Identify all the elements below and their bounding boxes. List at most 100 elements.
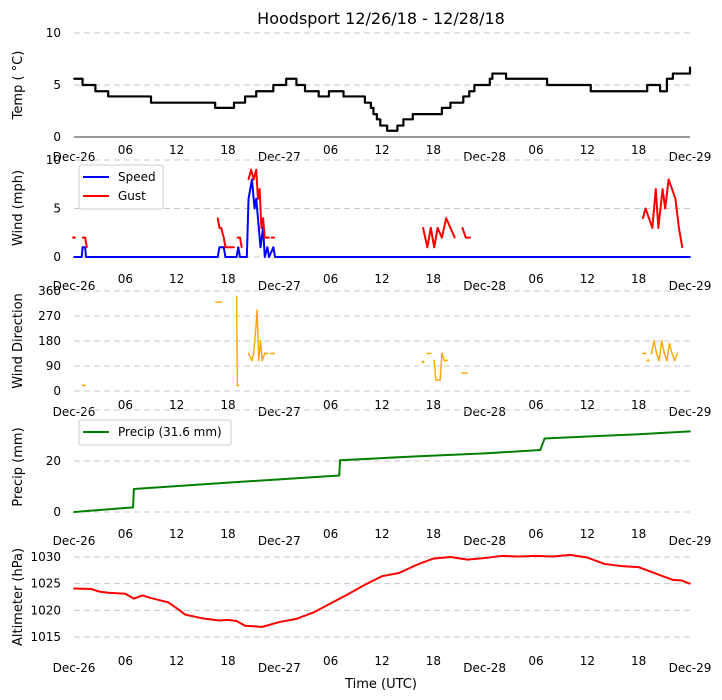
data-point: [244, 624, 247, 627]
data-point: [270, 236, 273, 239]
data-point: [464, 236, 467, 239]
data-point: [274, 256, 276, 258]
data-point: [689, 430, 691, 433]
data-point: [500, 555, 503, 557]
series-temp: [73, 66, 692, 132]
data-point: [263, 352, 266, 355]
data-point: [654, 572, 657, 575]
data-point: [244, 95, 247, 98]
series-direction: [81, 295, 679, 387]
data-point: [586, 435, 589, 438]
data-point: [680, 579, 683, 582]
data-point: [132, 597, 135, 600]
data-point: [338, 474, 341, 477]
data-point: [247, 197, 250, 200]
x-tick-label: 18: [426, 272, 441, 286]
legend-label: Precip (31.6 mm): [118, 425, 222, 439]
data-point: [473, 84, 476, 86]
data-point: [254, 333, 257, 335]
data-point: [658, 359, 661, 362]
data-point: [440, 236, 443, 239]
data-point: [73, 587, 75, 590]
panel-wind: 0 5 10 Wind (mph) Dec-26 06 12 18 Dec-27 06 12 18 De…: [11, 153, 711, 293]
x-tick-label: 06: [323, 398, 338, 412]
x-tick-label: Dec-29: [669, 534, 712, 548]
data-point: [689, 256, 691, 258]
data-point: [260, 227, 263, 229]
data-point: [396, 124, 399, 127]
data-point: [81, 384, 84, 387]
data-point: [644, 352, 647, 355]
data-point: [445, 217, 448, 220]
data-point: [90, 588, 93, 590]
data-point: [268, 236, 270, 239]
data-point: [461, 372, 464, 374]
x-tick-label: Dec-27: [258, 279, 301, 293]
data-point: [415, 564, 418, 566]
data-point: [386, 129, 389, 132]
data-point: [603, 563, 606, 565]
x-tick-label: 06: [528, 527, 543, 541]
data-point: [433, 246, 436, 249]
data-point: [535, 555, 537, 557]
data-point: [237, 246, 240, 249]
data-point: [466, 558, 469, 561]
data-point: [84, 246, 87, 249]
data-point: [295, 617, 298, 620]
data-point: [150, 101, 152, 104]
data-point: [258, 188, 261, 191]
series-line: [247, 309, 268, 362]
data-point: [426, 246, 429, 249]
data-point: [422, 227, 424, 229]
data-point: [295, 84, 298, 86]
x-tick-label: 12: [580, 527, 595, 541]
data-point: [339, 459, 341, 462]
data-point: [657, 227, 660, 229]
x-tick-label: Dec-27: [258, 661, 301, 675]
data-point: [252, 178, 255, 181]
panels: 0 5 10 Temp ( °C) Dec-26 06 12 18 Dec-27 06 12 18 De…: [11, 26, 711, 675]
legend-label: Gust: [118, 189, 146, 203]
series-line: [433, 352, 448, 381]
data-point: [224, 256, 227, 258]
data-point: [261, 359, 264, 362]
x-tick-label: 06: [118, 143, 133, 157]
x-tick-label: 18: [631, 272, 646, 286]
x-tick-label: Dec-27: [258, 405, 301, 419]
data-point: [449, 101, 452, 104]
data-point: [620, 565, 623, 567]
data-point: [285, 77, 288, 80]
data-point: [673, 359, 676, 362]
x-tick-label: 06: [118, 398, 133, 412]
data-point: [646, 84, 649, 86]
data-point: [98, 590, 101, 593]
y-tick-label: 10: [46, 153, 61, 167]
data-point: [644, 207, 647, 210]
data-point: [462, 95, 465, 98]
data-point: [227, 481, 229, 484]
data-point: [272, 84, 275, 86]
x-tick-label: Dec-27: [258, 534, 301, 548]
series-line: [74, 178, 690, 258]
data-point: [363, 101, 366, 104]
data-point: [379, 124, 382, 127]
data-point: [273, 352, 276, 355]
data-point: [259, 340, 262, 342]
data-point: [252, 352, 255, 355]
data-point: [268, 256, 270, 258]
data-point: [266, 352, 269, 355]
data-point: [220, 227, 223, 229]
y-tick-label: 270: [38, 309, 61, 323]
data-point: [650, 352, 653, 355]
data-point: [569, 553, 572, 556]
data-point: [429, 352, 432, 355]
data-point: [218, 227, 221, 229]
data-point: [247, 178, 250, 181]
x-tick-label: 06: [528, 654, 543, 668]
data-point: [236, 236, 239, 239]
data-point: [272, 246, 275, 249]
panel-wind_direction: 0 90 180 270 360 Wind Direction Dec-26 06 12 18 De…: [11, 284, 711, 419]
data-point: [465, 372, 468, 374]
y-axis-label: Altimeter (hPa): [11, 548, 26, 646]
